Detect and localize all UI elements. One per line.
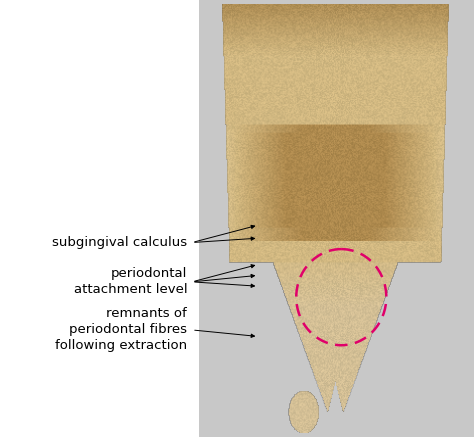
Text: periodontal
attachment level: periodontal attachment level	[73, 267, 187, 296]
Text: remnants of
periodontal fibres
following extraction: remnants of periodontal fibres following…	[55, 308, 187, 352]
Bar	[199, 0, 474, 437]
Bar	[0, 0, 199, 437]
Text: subgingival calculus: subgingival calculus	[52, 236, 187, 249]
